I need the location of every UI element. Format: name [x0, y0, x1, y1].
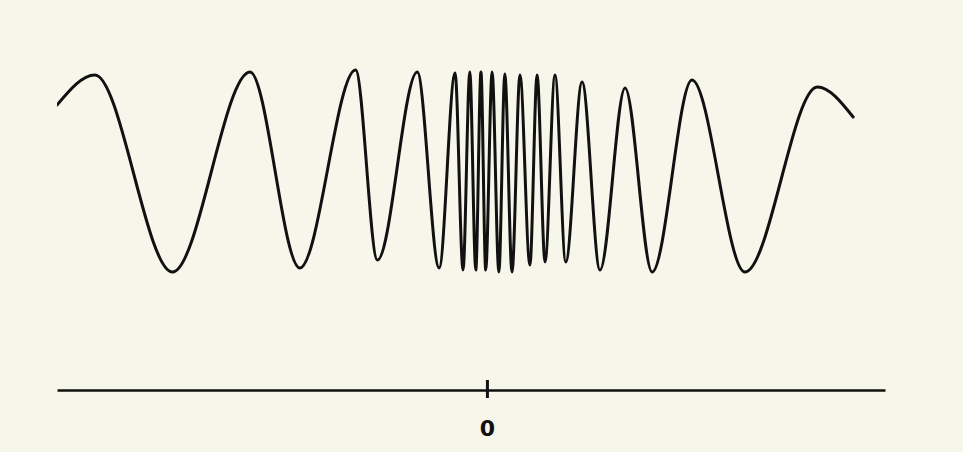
x-tick: 0 — [480, 380, 495, 441]
x-axis: 0 — [58, 380, 886, 441]
plot: 0 — [57, 70, 886, 441]
x-axis-line — [58, 389, 886, 392]
x-tick-mark — [486, 380, 489, 398]
background — [0, 0, 963, 452]
x-tick-label: 0 — [480, 416, 495, 441]
marks — [57, 70, 853, 272]
chart: 0 — [0, 0, 963, 452]
curve — [57, 70, 853, 272]
